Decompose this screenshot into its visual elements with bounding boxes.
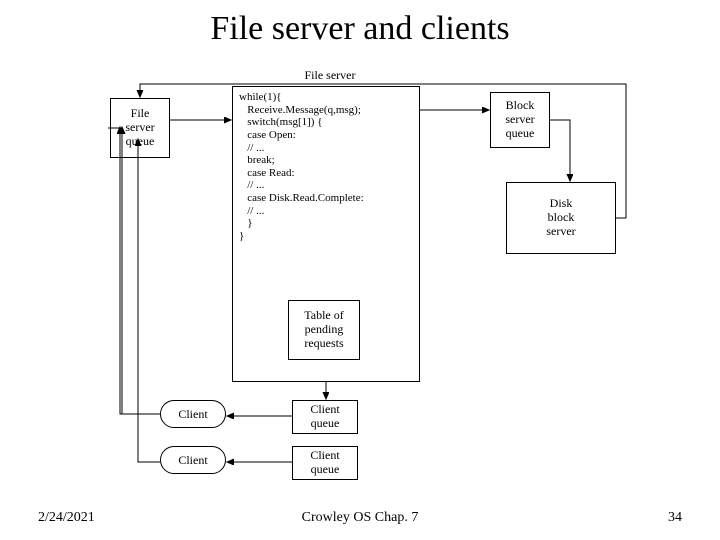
diagram-area: File server File server queue while(1){ … (110, 66, 630, 496)
slide: File server and clients File server File… (0, 0, 720, 540)
page-title: File server and clients (0, 10, 720, 48)
footer-page: 34 (668, 510, 682, 526)
footer-center: Crowley OS Chap. 7 (0, 510, 720, 526)
connectors (110, 66, 630, 496)
